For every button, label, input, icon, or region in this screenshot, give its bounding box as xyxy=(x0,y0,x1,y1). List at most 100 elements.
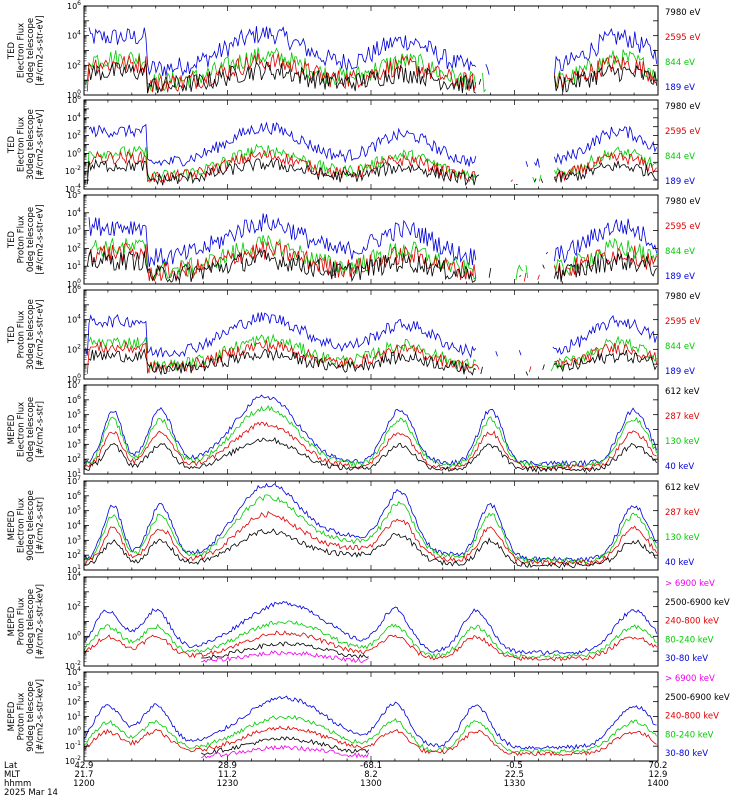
y-tick-label: 104 xyxy=(67,30,81,41)
y-tick-label: 10-1 xyxy=(65,740,81,751)
ylabel-line: TED xyxy=(7,41,17,60)
footer-hhmm-value: 1200 xyxy=(73,779,95,789)
legend-entry: 287 keV xyxy=(665,508,700,518)
legend-entry: 7980 eV xyxy=(665,292,701,302)
footer-row-label-hhmm: hhmm xyxy=(4,779,31,789)
legend-entry: 189 eV xyxy=(665,177,695,187)
legend-entry: 30-80 keV xyxy=(665,654,708,664)
y-tick-label: 10-4 xyxy=(65,183,81,194)
ylabel-line: Electron Flux xyxy=(17,402,27,457)
y-tick-label: 106 xyxy=(67,284,81,295)
ylabel-line: [#/cm2-s-str] xyxy=(36,497,46,554)
y-tick-label: 101 xyxy=(67,468,81,479)
y-tick-label: 106 xyxy=(67,94,81,105)
ylabel-line: [#/cm2-s-str-eV] xyxy=(36,109,46,179)
footer-lat-value: 70.2 xyxy=(649,761,668,771)
series-trace-1 xyxy=(88,61,657,94)
series-trace-3 xyxy=(88,234,657,282)
series-trace-4 xyxy=(83,714,657,755)
y-tick-label: 103 xyxy=(67,438,81,449)
ylabel-line: Electron Flux xyxy=(17,117,27,172)
panel-frame xyxy=(83,480,659,571)
legend-entry: 40 keV xyxy=(665,558,694,568)
legend-entry: 612 keV xyxy=(665,483,700,493)
footer-row-label-mlt: MLT xyxy=(4,770,21,780)
panel-6: MEPED Electron Flux 90deg telescope [#/cm2-… xyxy=(7,475,700,575)
footer-lat-value: 28.9 xyxy=(218,761,237,771)
y-tick-label: 102 xyxy=(67,601,81,612)
ylabel-line: [#/cm2-s-str-eV] xyxy=(36,15,46,85)
ylabel-line: 90deg telescope xyxy=(26,490,36,561)
legend-entry: 844 eV xyxy=(665,152,695,162)
series-trace-1 xyxy=(86,158,657,186)
series-trace-1 xyxy=(201,744,369,759)
y-tick-label: 100 xyxy=(67,89,81,100)
ylabel-line: Proton Flux xyxy=(17,216,27,264)
series-trace-2 xyxy=(83,510,657,566)
panel-4: TED Proton Flux 30deg telescope [#/cm2-s-st… xyxy=(7,284,701,384)
panel-7: MEPED Proton Flux 0deg telescope [#/cm2-s-s… xyxy=(7,571,730,671)
legend-entry: 287 keV xyxy=(665,412,700,422)
y-tick-label: 104 xyxy=(67,424,81,435)
ylabel-line: 30deg telescope xyxy=(26,299,36,370)
footer-mlt-value: 21.7 xyxy=(75,770,94,780)
ylabel-line: MEPED xyxy=(7,510,17,540)
legend-entry: 844 eV xyxy=(665,247,695,257)
ylabel-line: Electron Flux xyxy=(17,498,27,553)
panel-3: TED Proton Flux 0deg telescope [#/cm2-s-str… xyxy=(7,189,701,289)
series-trace-5 xyxy=(83,695,657,750)
legend-entry: 612 keV xyxy=(665,387,700,397)
y-tick-label: 104 xyxy=(67,520,81,531)
legend-entry: 189 eV xyxy=(665,83,695,93)
ylabel-line: Proton Flux xyxy=(17,598,27,646)
ylabel-line: MEPED xyxy=(7,606,17,636)
y-tick-label: 10-2 xyxy=(65,660,81,671)
footer-lat-value: 42.9 xyxy=(75,761,94,771)
series-trace-2 xyxy=(83,421,657,471)
series-trace-2 xyxy=(86,52,657,94)
ylabel-line: 30deg telescope xyxy=(26,109,36,180)
series-trace-4 xyxy=(83,482,657,563)
legend-entry: 7980 eV xyxy=(665,102,701,112)
legend-entry: 189 eV xyxy=(665,272,695,282)
ylabel-line: 0deg telescope xyxy=(26,589,36,654)
series-trace-4 xyxy=(88,213,657,268)
legend-entry: 2595 eV xyxy=(665,33,701,43)
series-trace-4 xyxy=(85,312,657,359)
legend-entry: 2500-6900 keV xyxy=(665,598,730,608)
ylabel-line: Proton Flux xyxy=(17,693,27,741)
legend-entry: 240-800 keV xyxy=(665,712,719,722)
y-tick-label: 106 xyxy=(67,0,81,11)
series-trace-3 xyxy=(83,630,657,662)
y-tick-label: 105 xyxy=(67,409,81,420)
footer-lat-value: -0.5 xyxy=(506,761,523,771)
series-trace-3 xyxy=(83,494,657,565)
series-trace-1 xyxy=(86,249,657,283)
series-trace-4 xyxy=(88,26,657,77)
legend-entry: 2595 eV xyxy=(665,222,701,232)
legend-entry: 80-240 keV xyxy=(665,730,714,740)
y-tick-label: 100 xyxy=(67,725,81,736)
y-tick-label: 104 xyxy=(67,571,81,582)
legend-entry: 130 keV xyxy=(665,533,700,543)
footer-mlt-value: 12.9 xyxy=(649,770,668,780)
y-tick-label: 103 xyxy=(67,681,81,692)
y-tick-label: 102 xyxy=(67,549,81,560)
y-tick-label: 101 xyxy=(67,260,81,271)
y-tick-label: 104 xyxy=(67,666,81,677)
ylabel-line: Electron Flux xyxy=(17,23,27,78)
series-trace-2 xyxy=(86,340,657,374)
y-tick-label: 10-2 xyxy=(65,755,81,766)
series-trace-2 xyxy=(88,240,657,282)
footer-date-label: 2025 Mar 14 xyxy=(4,788,58,798)
ylabel-line: MEPED xyxy=(7,414,17,444)
y-tick-label: 106 xyxy=(67,490,81,501)
legend-entry: > 6900 keV xyxy=(665,579,715,589)
legend-entry: 2595 eV xyxy=(665,317,701,327)
ylabel-line: [#/cm2-s-str] xyxy=(36,401,46,458)
series-trace-1 xyxy=(83,436,657,473)
series-trace-1 xyxy=(83,528,657,569)
ylabel-line: [#/cm2-s-str-eV] xyxy=(36,204,46,274)
y-tick-label: 101 xyxy=(67,711,81,722)
